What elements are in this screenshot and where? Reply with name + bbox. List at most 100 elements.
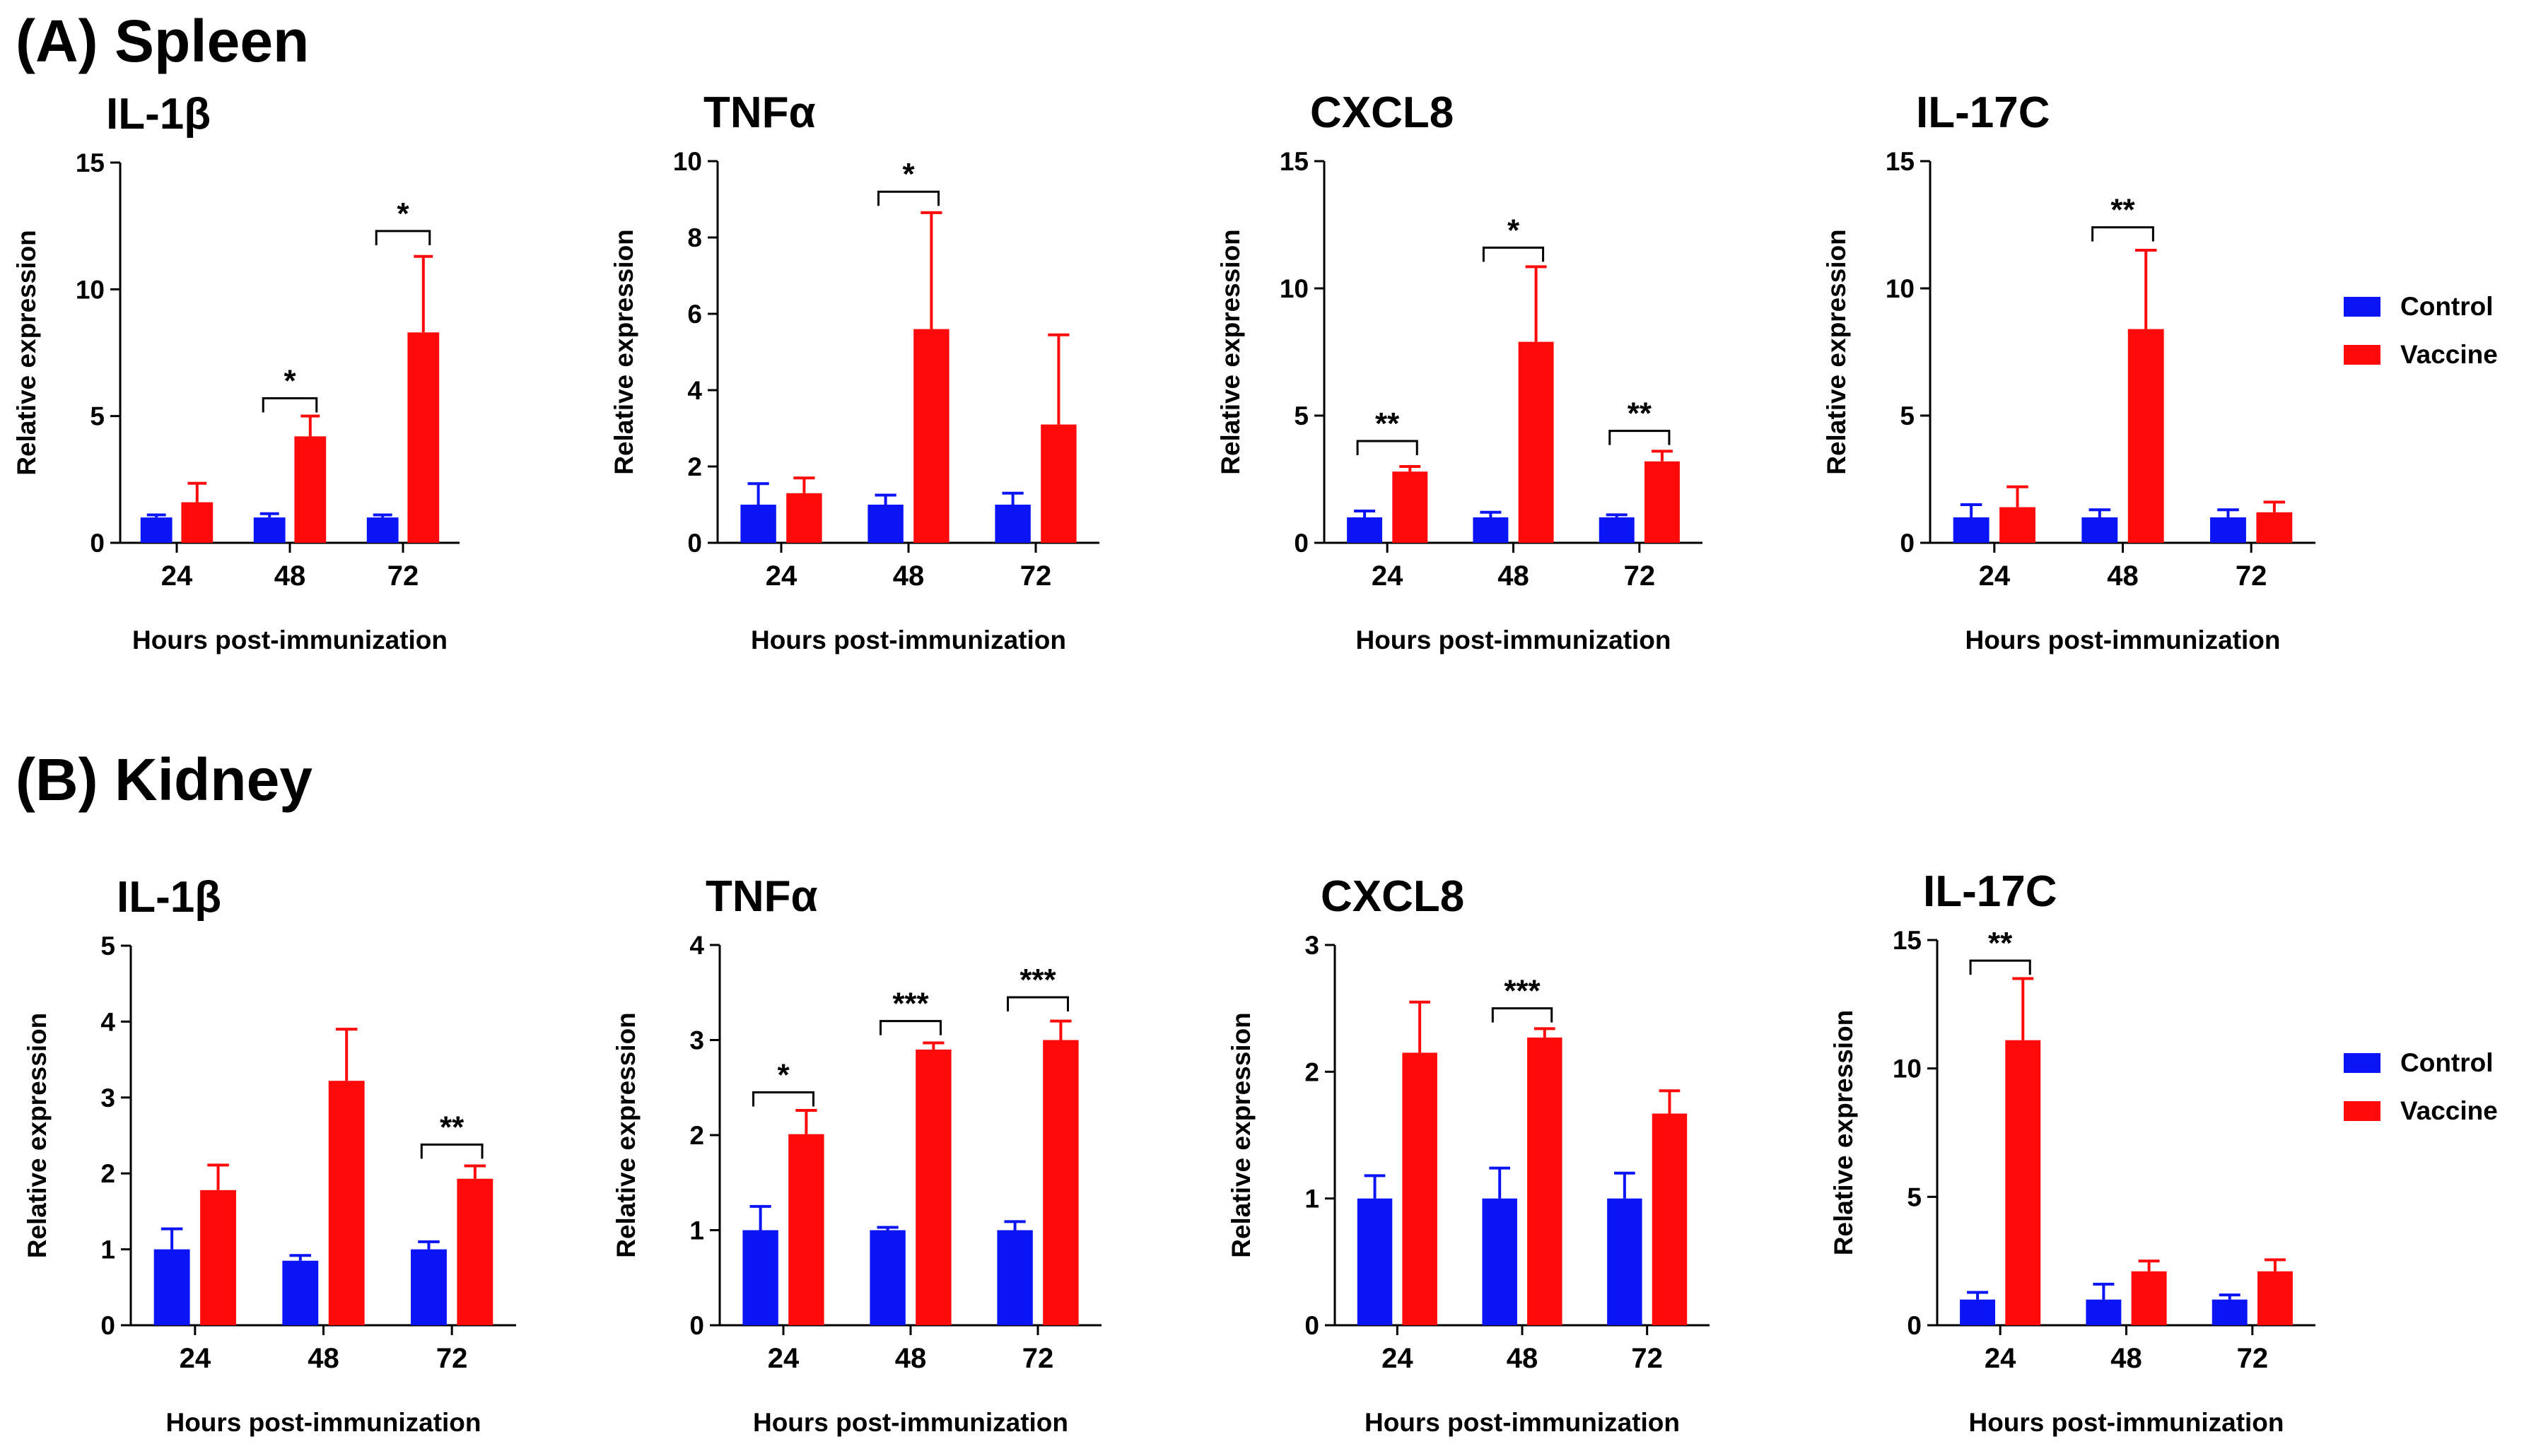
control-bar (1607, 1198, 1642, 1325)
control-bar (1482, 1198, 1517, 1325)
y-tick-label: 4 (689, 931, 704, 960)
x-tick-label: 72 (1631, 1343, 1663, 1374)
y-tick-label: 15 (76, 148, 105, 177)
y-axis-label: Relative expression (612, 1012, 641, 1258)
y-tick-label: 3 (689, 1026, 704, 1055)
x-tick-label: 24 (768, 1343, 800, 1374)
legend-kidney: Control Vaccine (2344, 1048, 2498, 1125)
significance-bracket (1491, 1007, 1553, 1023)
control-bar (740, 505, 776, 543)
x-tick-label: 48 (274, 560, 306, 592)
vaccine-bar (916, 1049, 952, 1325)
significance-label: ** (1375, 406, 1400, 441)
x-tick-label: 72 (387, 560, 419, 592)
significance-bracket (2091, 226, 2154, 242)
y-tick-label: 0 (1304, 1311, 1319, 1340)
x-tick-label: 48 (1497, 560, 1529, 592)
vaccine-bar (2005, 1040, 2041, 1325)
significance-label: ** (440, 1110, 465, 1144)
x-tick-label: 72 (1624, 560, 1656, 592)
chart-title: TNFα (703, 88, 816, 137)
y-tick-label: 15 (1893, 926, 1922, 955)
y-tick-label: 5 (90, 402, 105, 431)
chart-panel-7: CXCL8 Relative expression 0 1 2 3 24 48 72 *** Hou… (1227, 872, 1710, 1437)
section-title-kidney: (B) Kidney (16, 746, 312, 813)
vaccine-bar (2127, 329, 2164, 543)
control-bar (995, 505, 1031, 543)
x-tick-label: 48 (893, 560, 925, 592)
vaccine-bar (2257, 1271, 2293, 1325)
control-bar (867, 505, 904, 543)
y-axis-label: Relative expression (1822, 229, 1851, 475)
y-tick-label: 0 (689, 1311, 704, 1340)
vaccine-bar (457, 1178, 493, 1325)
control-bar (411, 1249, 447, 1325)
chart-title: TNFα (706, 872, 818, 921)
x-axis-label: Hours post-immunization (132, 626, 448, 654)
chart-panel-1: IL-1β Relative expression 0 5 10 15 24 48 72 * * Ho… (12, 90, 460, 654)
y-axis-label: Relative expression (609, 229, 638, 475)
chart-title: CXCL8 (1321, 872, 1464, 921)
y-tick-label: 15 (1886, 147, 1915, 176)
significance-bracket (375, 230, 431, 245)
significance-label: ** (1988, 926, 2013, 961)
y-tick-label: 4 (687, 376, 702, 405)
legend-vaccine-label: Vaccine (2400, 1096, 2498, 1125)
vaccine-bar (786, 493, 822, 543)
significance-bracket (1969, 959, 2031, 975)
control-bar (2210, 517, 2246, 543)
y-tick-label: 0 (1907, 1311, 1922, 1340)
x-axis-label: Hours post-immunization (1968, 1408, 2284, 1437)
y-axis-label: Relative expression (23, 1013, 52, 1259)
y-tick-label: 5 (100, 932, 115, 961)
vaccine-bar (1041, 424, 1077, 543)
x-tick-label: 48 (1507, 1343, 1538, 1374)
x-axis-label: Hours post-immunization (1365, 1408, 1680, 1437)
x-tick-label: 48 (2107, 560, 2139, 592)
significance-bracket (752, 1091, 814, 1107)
y-axis-label: Relative expression (12, 230, 41, 476)
y-axis-label: Relative expression (1227, 1012, 1256, 1258)
y-tick-label: 1 (689, 1216, 704, 1245)
significance-label: * (777, 1057, 790, 1092)
vaccine-bar (1652, 1113, 1688, 1325)
y-tick-label: 10 (1886, 274, 1915, 303)
y-tick-label: 0 (687, 529, 702, 558)
y-tick-label: 5 (1294, 401, 1309, 430)
control-bar (997, 1230, 1033, 1325)
y-tick-label: 1 (100, 1235, 115, 1264)
significance-bracket (1007, 996, 1069, 1011)
x-axis-label: Hours post-immunization (1355, 626, 1671, 654)
legend-vaccine-swatch (2344, 1101, 2380, 1121)
significance-label: * (284, 364, 296, 399)
y-tick-label: 0 (1900, 529, 1915, 558)
significance-bracket (1608, 430, 1671, 445)
x-tick-label: 24 (1372, 560, 1403, 592)
y-tick-label: 1 (1304, 1185, 1319, 1214)
y-tick-label: 6 (687, 300, 702, 329)
legend-control-swatch (2344, 297, 2380, 317)
y-tick-label: 4 (100, 1007, 115, 1036)
y-tick-label: 0 (1294, 529, 1309, 558)
x-tick-label: 72 (1022, 1343, 1054, 1374)
legend-control-swatch (2344, 1053, 2380, 1073)
x-axis-label: Hours post-immunization (165, 1408, 481, 1437)
chart-panel-5: IL-1β Relative expression 0 1 2 3 4 5 24 48 72 ** Ho… (23, 873, 516, 1437)
section-title-spleen: (A) Spleen (16, 8, 310, 74)
x-tick-label: 24 (766, 560, 797, 592)
control-bar (2086, 1299, 2122, 1325)
control-bar (282, 1260, 319, 1325)
chart-title: IL-1β (106, 90, 211, 139)
x-axis-label: Hours post-immunization (751, 626, 1066, 654)
significance-label: *** (1504, 974, 1541, 1009)
y-tick-label: 10 (1280, 274, 1309, 303)
significance-bracket (880, 1020, 942, 1035)
control-bar (366, 517, 399, 543)
x-tick-label: 24 (1985, 1343, 2016, 1374)
control-bar (2081, 517, 2118, 543)
chart-panel-8: IL-17C Relative expression 0 5 10 15 24 48 72 ** H… (1829, 867, 2315, 1437)
